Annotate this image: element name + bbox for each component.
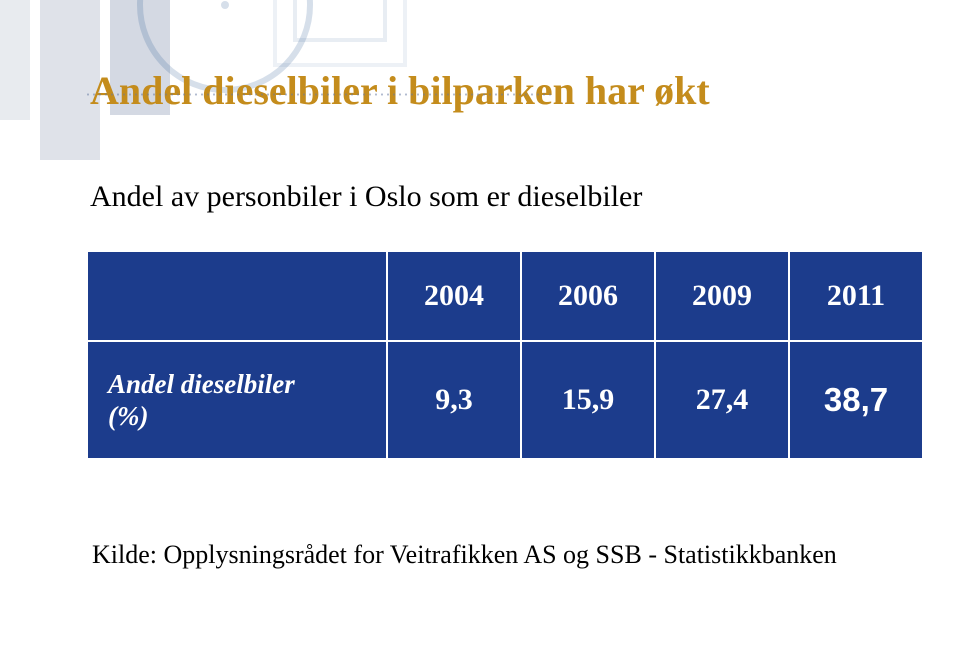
table-value-cell: 15,9 — [521, 341, 655, 458]
table-header-row: 2004 2006 2009 2011 — [88, 252, 922, 341]
title-underline — [85, 92, 555, 97]
table-header-cell: 2011 — [789, 252, 922, 341]
table-header-cell: 2006 — [521, 252, 655, 341]
diesel-share-table: 2004 2006 2009 2011 Andel dieselbiler(%)… — [88, 252, 922, 458]
table-header-cell: 2009 — [655, 252, 789, 341]
table-row-label: Andel dieselbiler(%) — [88, 341, 387, 458]
source-citation: Kilde: Opplysningsrådet for Veitrafikken… — [92, 540, 837, 570]
table-header-cell: 2004 — [387, 252, 521, 341]
page-title: Andel dieselbiler i bilparken har økt — [90, 67, 710, 114]
table-data-row: Andel dieselbiler(%) 9,3 15,9 27,4 38,7 — [88, 341, 922, 458]
table-header-empty — [88, 252, 387, 341]
table-value-cell: 27,4 — [655, 341, 789, 458]
table-value-cell-last: 38,7 — [789, 341, 922, 458]
subtitle: Andel av personbiler i Oslo som er diese… — [90, 180, 642, 214]
table-value-cell: 9,3 — [387, 341, 521, 458]
